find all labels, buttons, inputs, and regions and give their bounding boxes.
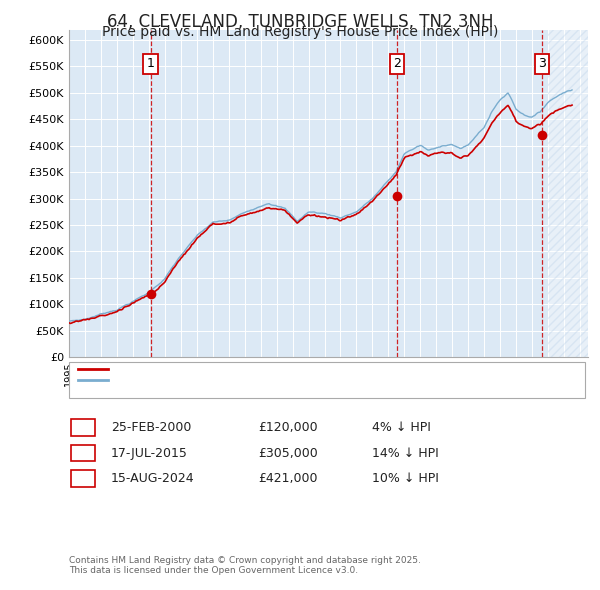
Text: 3: 3 [79,472,87,485]
Text: 64, CLEVELAND, TUNBRIDGE WELLS, TN2 3NH: 64, CLEVELAND, TUNBRIDGE WELLS, TN2 3NH [107,13,493,31]
Text: 25-FEB-2000: 25-FEB-2000 [111,421,191,434]
Text: 10% ↓ HPI: 10% ↓ HPI [372,472,439,485]
Text: HPI: Average price, semi-detached house, Tunbridge Wells: HPI: Average price, semi-detached house,… [115,375,440,385]
Text: 4% ↓ HPI: 4% ↓ HPI [372,421,431,434]
Text: 1: 1 [79,421,87,434]
Text: £305,000: £305,000 [258,447,318,460]
Text: 64, CLEVELAND, TUNBRIDGE WELLS, TN2 3NH (semi-detached house): 64, CLEVELAND, TUNBRIDGE WELLS, TN2 3NH … [115,365,506,374]
Text: Contains HM Land Registry data © Crown copyright and database right 2025.
This d: Contains HM Land Registry data © Crown c… [69,556,421,575]
Text: £421,000: £421,000 [258,472,317,485]
Bar [548,30,588,357]
Text: 2: 2 [79,447,87,460]
Text: 15-AUG-2024: 15-AUG-2024 [111,472,194,485]
Text: 2: 2 [393,57,401,70]
Text: 17-JUL-2015: 17-JUL-2015 [111,447,188,460]
Text: Price paid vs. HM Land Registry's House Price Index (HPI): Price paid vs. HM Land Registry's House … [102,25,498,40]
Text: 3: 3 [538,57,546,70]
Text: 1: 1 [147,57,155,70]
Text: £120,000: £120,000 [258,421,317,434]
Text: 14% ↓ HPI: 14% ↓ HPI [372,447,439,460]
